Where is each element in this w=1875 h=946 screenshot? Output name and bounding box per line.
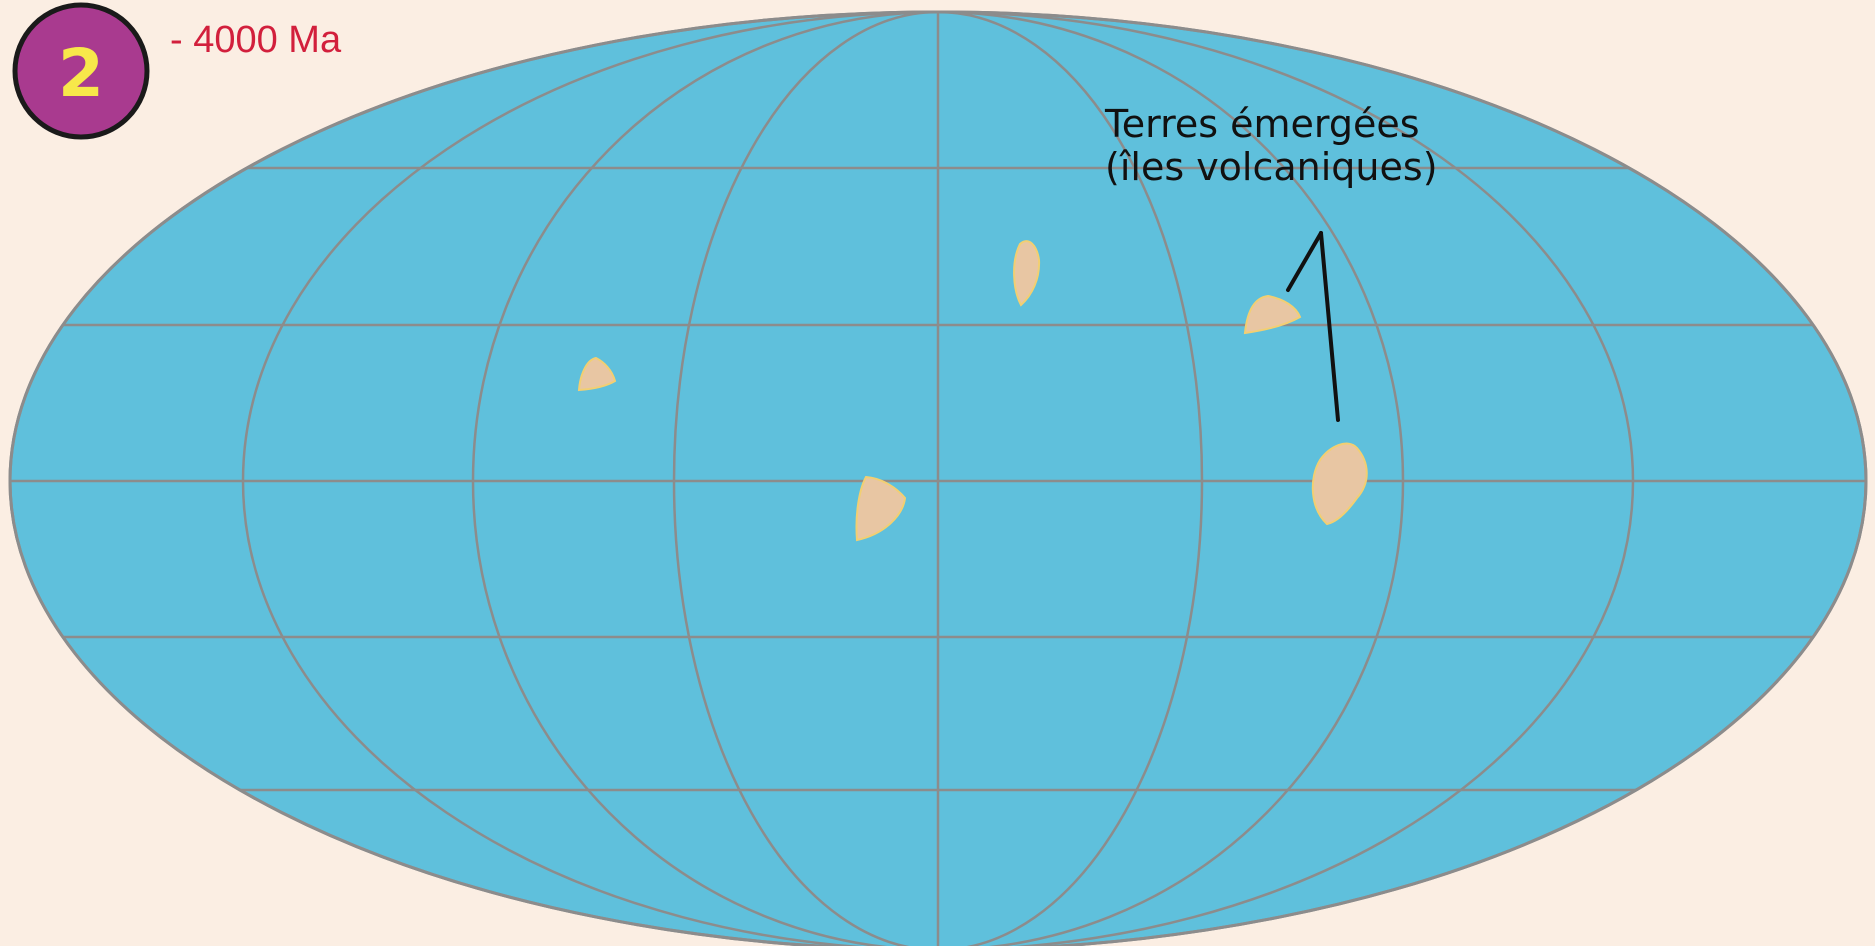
time-label: - 4000 Ma (170, 19, 342, 61)
badge-number: 2 (58, 35, 104, 112)
globe-outline (8, 10, 1868, 946)
island-east-small (1243, 294, 1302, 335)
annotation-leaders (1286, 231, 1340, 422)
meridian (672, 12, 1204, 946)
island-center-south (855, 475, 907, 542)
leader-line-small-island (1286, 231, 1323, 292)
island-west (577, 356, 617, 392)
annotation-line-1: Terres émergées (1104, 102, 1420, 146)
islands (577, 240, 1368, 542)
step-badge: 2 (12, 2, 150, 140)
island-north-central (1013, 240, 1041, 307)
annotation-line-2: (îles volcaniques) (1105, 145, 1438, 189)
graticule (10, 12, 1866, 946)
island-annotation: Terres émergées (îles volcaniques) (1104, 102, 1438, 189)
island-east-large (1311, 442, 1368, 526)
meridian (471, 12, 1405, 946)
meridian (241, 12, 1635, 946)
leader-line-large-island (1319, 231, 1340, 422)
badge-circle (12, 2, 150, 140)
